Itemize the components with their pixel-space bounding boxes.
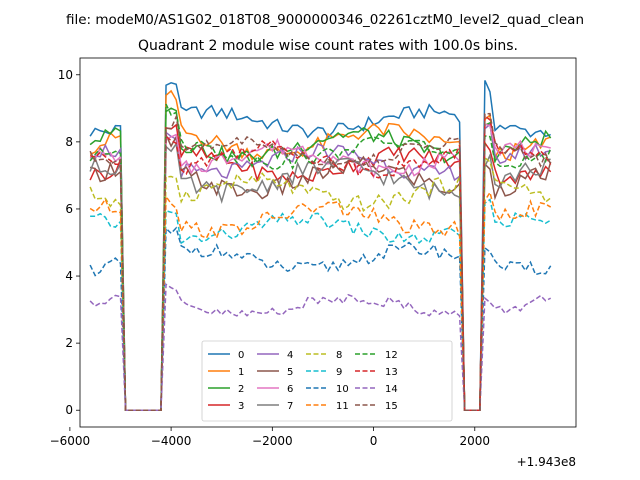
legend-label-14: 14 xyxy=(385,384,398,395)
x-axis: −6000 −4000 −2000 0 2000 xyxy=(50,427,490,448)
legend-label-1: 1 xyxy=(238,367,244,378)
legend-box xyxy=(201,340,453,422)
legend-label-10: 10 xyxy=(336,384,349,395)
x-axis-offset-label: +1.943e8 xyxy=(517,455,576,469)
y-tick-label: 8 xyxy=(65,135,73,149)
chart-title: Quadrant 2 module wise count rates with … xyxy=(138,38,518,54)
x-tick-label: −2000 xyxy=(252,434,293,448)
legend-label-9: 9 xyxy=(336,367,342,378)
y-tick-label: 10 xyxy=(58,68,73,82)
y-tick-label: 0 xyxy=(65,403,73,417)
series-line-11 xyxy=(89,190,552,411)
file-label: file: modeM0/AS1G02_018T08_9000000346_02… xyxy=(66,12,584,28)
legend-label-2: 2 xyxy=(238,384,244,395)
y-tick-label: 6 xyxy=(65,202,73,216)
series-layer xyxy=(89,80,552,411)
legend-label-11: 11 xyxy=(336,401,349,412)
legend-label-0: 0 xyxy=(238,350,244,361)
series-line-13 xyxy=(89,114,552,411)
y-tick-label: 4 xyxy=(65,269,73,283)
legend-label-8: 8 xyxy=(336,350,342,361)
series-line-15 xyxy=(89,112,552,411)
legend-label-15: 15 xyxy=(385,401,398,412)
y-tick-label: 2 xyxy=(65,336,73,350)
legend-label-12: 12 xyxy=(385,350,398,361)
y-axis: 0 2 4 6 8 10 xyxy=(58,68,80,417)
legend-label-6: 6 xyxy=(287,384,293,395)
plot-area xyxy=(89,80,552,411)
legend-label-5: 5 xyxy=(287,367,293,378)
x-tick-label: −6000 xyxy=(50,434,91,448)
legend-label-3: 3 xyxy=(238,401,244,412)
x-tick-label: 2000 xyxy=(460,434,491,448)
legend-label-7: 7 xyxy=(287,401,293,412)
legend-label-13: 13 xyxy=(385,367,398,378)
axes-frame xyxy=(79,57,577,428)
x-tick-label: −4000 xyxy=(151,434,192,448)
x-tick-label: 0 xyxy=(370,434,378,448)
legend-label-4: 4 xyxy=(287,350,293,361)
